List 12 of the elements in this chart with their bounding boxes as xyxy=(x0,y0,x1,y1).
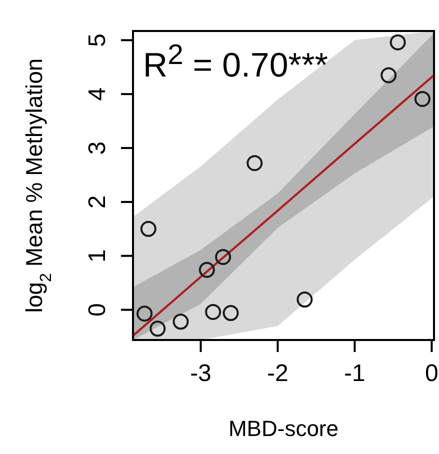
x-tick-label: 0 xyxy=(425,360,438,388)
x-tick-label: -1 xyxy=(344,360,366,388)
x-axis-title: MBD-score xyxy=(228,416,339,441)
x-tick-label: -3 xyxy=(190,360,212,388)
x-tick-label: -2 xyxy=(267,360,288,388)
y-tick-label: 5 xyxy=(84,33,111,47)
y-tick-label: 2 xyxy=(84,195,111,209)
y-tick-label: 0 xyxy=(84,303,111,316)
y-tick-label: 1 xyxy=(84,249,111,263)
annotation: R$^{2}$ = 0.70*** xyxy=(143,38,328,86)
y-tick-label: 3 xyxy=(84,141,111,155)
y-tick-label: 4 xyxy=(84,87,111,101)
